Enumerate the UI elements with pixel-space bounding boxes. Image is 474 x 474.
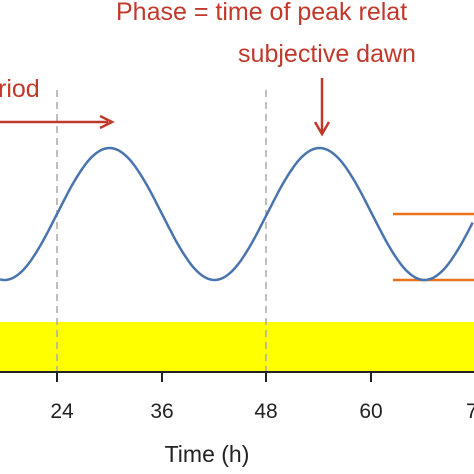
phase-arrow-icon bbox=[313, 78, 331, 137]
x-tick-label-48: 48 bbox=[254, 400, 277, 423]
x-tick-label-24: 24 bbox=[50, 400, 74, 423]
x-tick-label-36: 36 bbox=[150, 400, 173, 423]
x-axis-title: Time (h) bbox=[165, 441, 250, 467]
period-arrow-icon bbox=[0, 114, 115, 130]
period-annotation: riod bbox=[0, 75, 40, 103]
rhythm-wave bbox=[0, 146, 474, 282]
x-tick-label-72: 7 bbox=[466, 400, 474, 423]
light-period-bar bbox=[0, 322, 474, 372]
x-tick-label-60: 60 bbox=[359, 400, 382, 423]
phase-annotation-line1: Phase = time of peak relat bbox=[116, 0, 407, 26]
phase-annotation-line2: subjective dawn bbox=[238, 40, 416, 68]
